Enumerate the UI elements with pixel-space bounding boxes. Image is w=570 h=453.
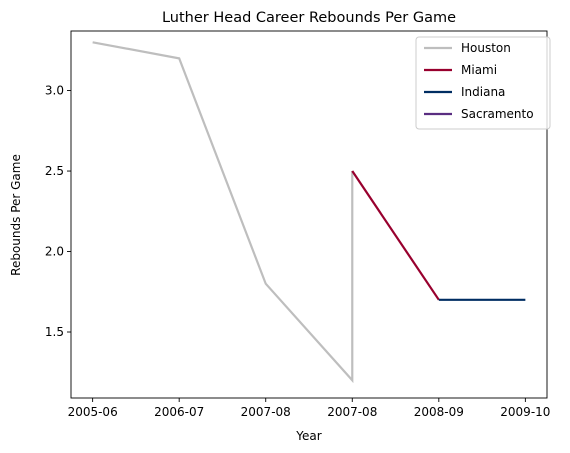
legend-label-indiana: Indiana: [461, 85, 505, 99]
x-tick-label: 2008-09: [414, 405, 464, 419]
y-tick-label: 2.0: [45, 245, 64, 259]
y-axis-title: Rebounds Per Game: [9, 154, 23, 276]
y-tick-label: 2.5: [45, 164, 64, 178]
legend-label-miami: Miami: [461, 63, 497, 77]
y-tick-label: 1.5: [45, 325, 64, 339]
x-tick-label: 2006-07: [154, 405, 204, 419]
series-line-miami: [351, 170, 440, 301]
x-axis-title: Year: [295, 429, 321, 443]
x-tick-label: 2007-08: [241, 405, 291, 419]
y-tick-label: 3.0: [45, 84, 64, 98]
chart-title: Luther Head Career Rebounds Per Game: [162, 10, 456, 26]
axes-frame: [70, 30, 548, 399]
plot-area: 2005-06 2006-07 2007-08 2007-08 2008-09 2009-…: [45, 30, 550, 419]
x-tick-label: 2009-10: [500, 405, 550, 419]
legend-label-sacramento: Sacramento: [461, 107, 534, 121]
legend: Houston Miami Indiana Sacramento: [415, 36, 551, 130]
legend-label-houston: Houston: [461, 41, 511, 55]
x-tick-label: 2005-06: [68, 405, 118, 419]
x-tick-label: 2007-08: [327, 405, 377, 419]
series-line-houston: [92, 41, 354, 384]
legend-box: [415, 36, 551, 130]
